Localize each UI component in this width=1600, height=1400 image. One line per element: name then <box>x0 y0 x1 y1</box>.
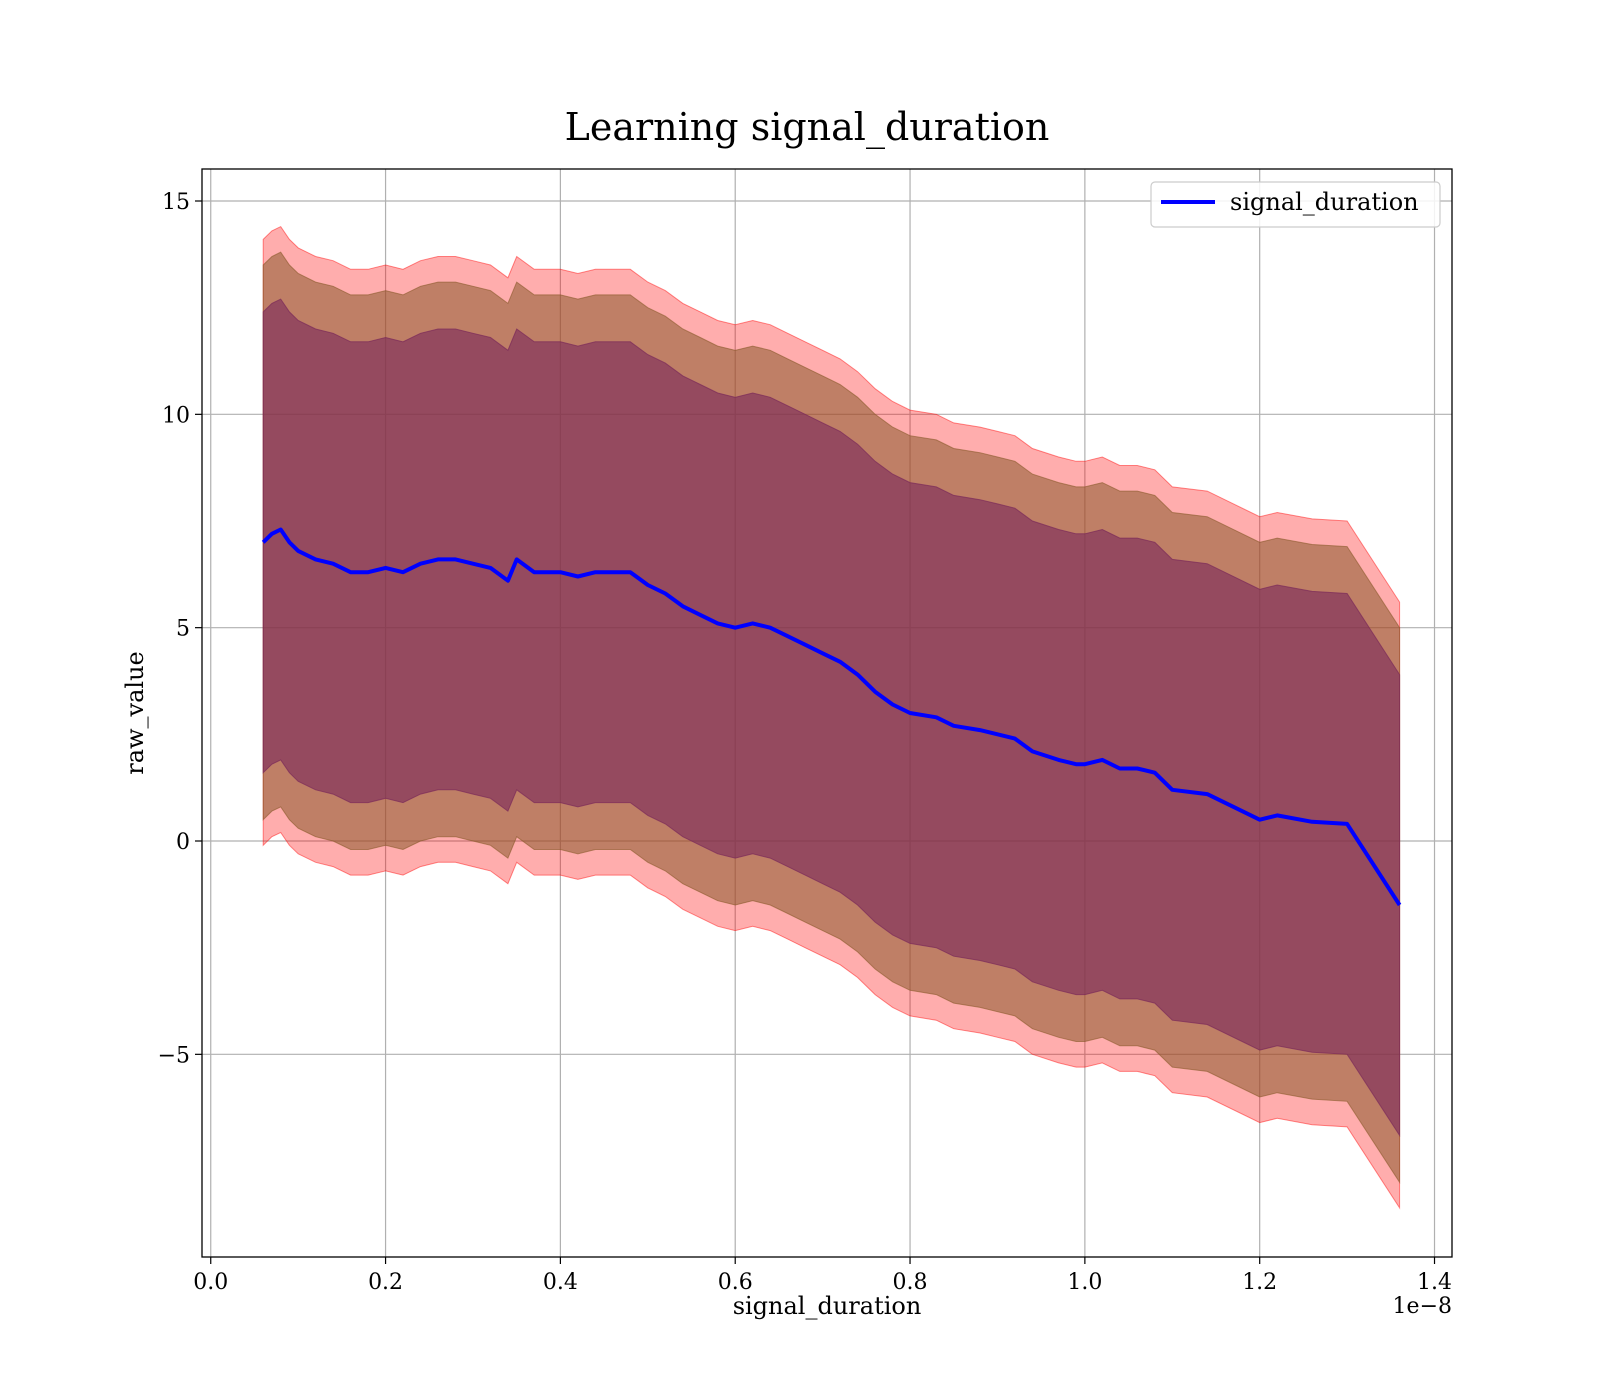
x-tick-label: 1.0 <box>1067 1270 1102 1295</box>
y-tick-label: 10 <box>162 403 190 428</box>
x-axis-label: signal_duration <box>733 1292 922 1320</box>
x-tick-label: 0.0 <box>193 1270 228 1295</box>
y-tick-label: −5 <box>158 1043 190 1068</box>
chart-title: Learning signal_duration <box>565 105 1050 150</box>
legend-label: signal_duration <box>1230 188 1419 216</box>
x-tick-label: 0.2 <box>368 1270 403 1295</box>
y-axis-ticks: −5 0 5 10 15 <box>158 190 202 1068</box>
legend: signal_duration <box>1150 181 1441 228</box>
confidence-bands <box>262 225 1401 1210</box>
x-tick-label: 1.2 <box>1242 1270 1277 1295</box>
y-tick-label: 5 <box>176 617 190 642</box>
series-lines <box>261 527 1402 907</box>
x-tick-label: 0.8 <box>893 1270 928 1295</box>
y-axis-label: raw_value <box>121 651 149 775</box>
x-axis-ticks: 0.0 0.2 0.4 0.6 0.8 1.0 1.2 1.4 <box>193 1257 1452 1295</box>
x-tick-label: 0.6 <box>718 1270 753 1295</box>
x-tick-label: 0.4 <box>543 1270 578 1295</box>
x-tick-label: 1.4 <box>1417 1270 1452 1295</box>
x-axis-offset-label: 1e−8 <box>1393 1294 1452 1319</box>
band-inner <box>262 298 1401 1138</box>
legend-box <box>1150 181 1441 228</box>
y-tick-label: 15 <box>162 190 190 215</box>
plot-frame <box>201 168 1453 1258</box>
series-line-signal_duration <box>261 527 1402 907</box>
y-tick-label: 0 <box>176 830 190 855</box>
